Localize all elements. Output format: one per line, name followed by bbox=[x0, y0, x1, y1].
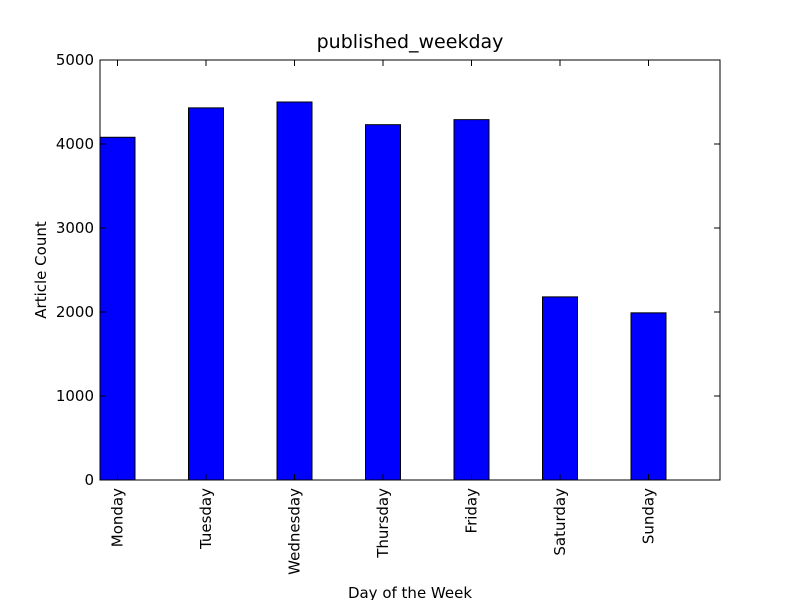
x-tick-label-monday: Monday bbox=[109, 488, 127, 547]
y-axis-ticks: 0 1000 2000 3000 4000 5000 bbox=[56, 51, 720, 489]
plot-frame bbox=[99, 59, 721, 481]
x-tick-label-sunday: Sunday bbox=[640, 488, 658, 544]
bar-monday bbox=[99, 136, 136, 481]
y-tick-label: 5000 bbox=[56, 51, 94, 69]
y-tick-label: 3000 bbox=[56, 219, 94, 237]
bar-thursday bbox=[365, 124, 401, 481]
bar-tuesday bbox=[188, 107, 224, 481]
y-tick-label: 1000 bbox=[56, 387, 94, 405]
bar-saturday bbox=[542, 296, 578, 481]
bar-wednesday bbox=[276, 101, 313, 481]
bar-friday bbox=[453, 119, 490, 481]
chart-title: published_weekday bbox=[317, 31, 504, 53]
x-axis-ticks: Monday Tuesday Wednesday Thursday Friday Satu… bbox=[109, 60, 658, 575]
y-tick-label: 2000 bbox=[56, 303, 94, 321]
y-tick-label: 4000 bbox=[56, 135, 94, 153]
x-tick-label-friday: Friday bbox=[463, 488, 481, 534]
y-axis-label: Article Count bbox=[32, 221, 50, 319]
x-tick-label-thursday: Thursday bbox=[374, 488, 392, 559]
x-axis-label: Day of the Week bbox=[348, 584, 472, 600]
y-tick-label: 0 bbox=[84, 471, 94, 489]
x-tick-label-wednesday: Wednesday bbox=[286, 488, 304, 575]
bars-group bbox=[99, 101, 667, 481]
x-tick-label-saturday: Saturday bbox=[551, 488, 569, 556]
bar-sunday bbox=[630, 312, 667, 481]
x-tick-label-tuesday: Tuesday bbox=[197, 488, 215, 550]
